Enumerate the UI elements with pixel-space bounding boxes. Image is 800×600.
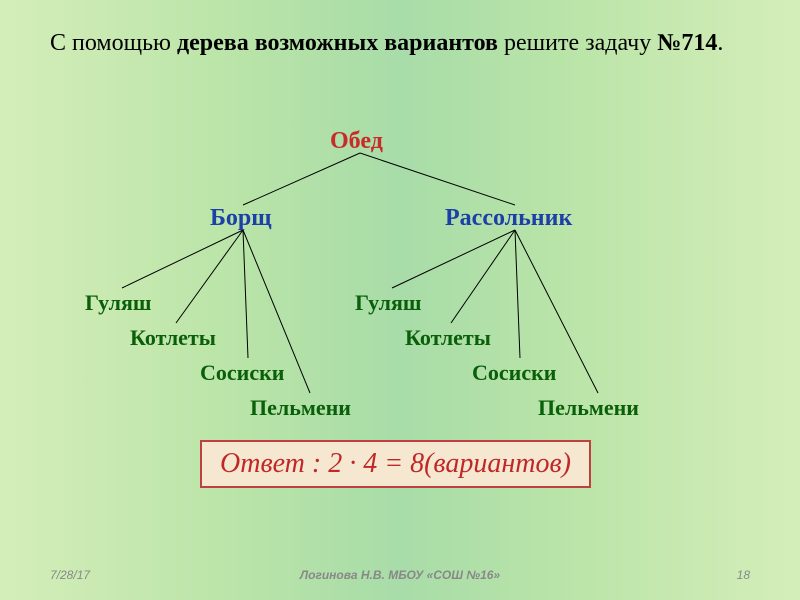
tree-leaf-right-3: Пельмени [538, 395, 639, 421]
footer-center: Логинова Н.В. МБОУ «СОШ №16» [0, 568, 800, 582]
tree-leaf-right-0: Гуляш [355, 290, 421, 316]
tree-root: Обед [330, 128, 383, 155]
title-bold: дерева возможных вариантов [177, 30, 498, 56]
tree-leaf-left-1: Котлеты [130, 325, 216, 351]
answer-text: Ответ : 2 · 4 = 8(вариантов) [220, 448, 571, 479]
tree-leaf-right-1: Котлеты [405, 325, 491, 351]
tree-level1-0: Борщ [210, 205, 271, 232]
slide-content: С помощью дерева возможных вариантов реш… [0, 0, 800, 600]
title-prefix: С помощью [50, 30, 177, 56]
tree-leaf-left-0: Гуляш [85, 290, 151, 316]
tree-leaf-left-3: Пельмени [250, 395, 351, 421]
title-dot: . [717, 30, 723, 56]
tree-leaf-right-2: Сосиски [472, 360, 556, 386]
tree-level1-1: Рассольник [445, 205, 572, 232]
footer-page: 18 [737, 568, 750, 582]
title-suffix1: решите задачу [498, 30, 657, 56]
tree-leaf-left-2: Сосиски [200, 360, 284, 386]
slide-title: С помощью дерева возможных вариантов реш… [50, 30, 750, 57]
answer-box: Ответ : 2 · 4 = 8(вариантов) [200, 440, 591, 488]
title-number: №714 [657, 30, 717, 56]
